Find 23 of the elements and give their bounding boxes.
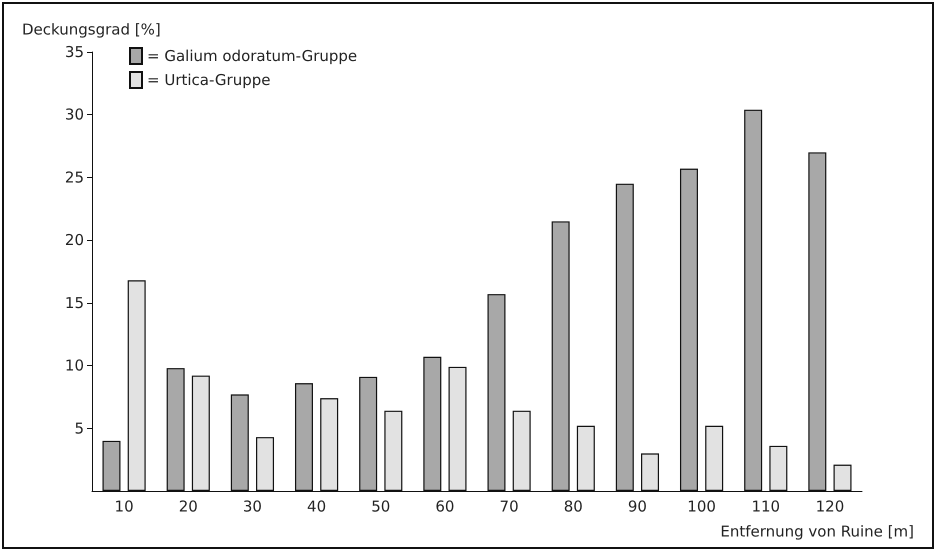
x-tick-label: 60 <box>435 498 454 516</box>
x-tick-label: 110 <box>751 498 780 516</box>
x-axis-title: Entfernung von Ruine [m] <box>720 522 914 540</box>
y-tick-label: 20 <box>64 231 84 250</box>
y-tick-label: 15 <box>64 294 84 312</box>
x-tick-label: 80 <box>564 498 583 516</box>
x-tick-label: 90 <box>628 498 647 516</box>
x-tick-label: 120 <box>816 498 844 516</box>
x-tick-label: 20 <box>178 498 198 516</box>
x-tick-label: 50 <box>371 498 390 516</box>
y-axis-title: Deckungsgrad [%] <box>22 20 161 38</box>
legend-label: = Galium odoratum-Gruppe <box>147 47 358 65</box>
x-tick-label: 40 <box>307 498 326 516</box>
y-tick-label: 10 <box>64 356 84 375</box>
y-tick-label: 30 <box>64 106 84 124</box>
x-tick-label: 30 <box>242 498 262 516</box>
y-tick-label: 5 <box>74 419 84 438</box>
y-tick-label: 25 <box>64 168 84 186</box>
legend-label: = Urtica-Gruppe <box>147 71 271 89</box>
x-tick-label: 100 <box>687 498 716 516</box>
x-tick-label: 70 <box>500 498 519 516</box>
x-tick-label: 10 <box>114 498 134 516</box>
y-tick-label: 35 <box>64 43 84 61</box>
